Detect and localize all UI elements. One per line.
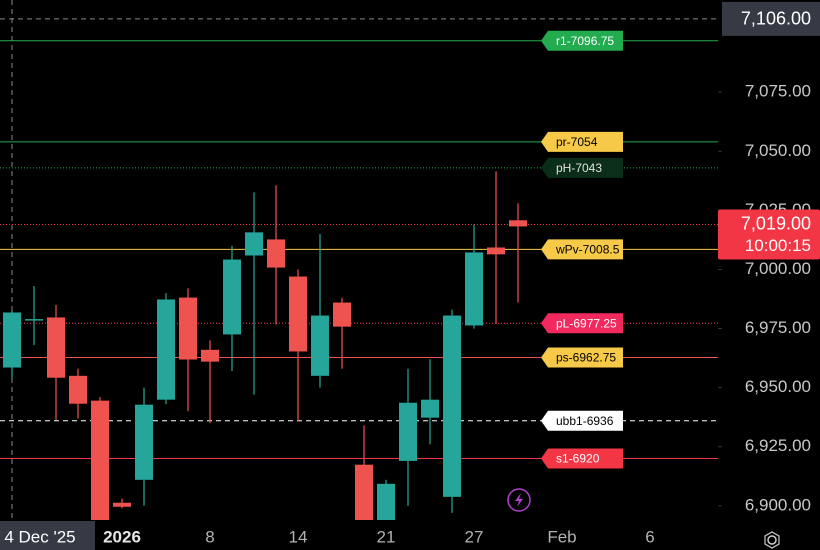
x-tick-label: 8 — [205, 527, 214, 546]
level-tag-label: s1-6920 — [556, 452, 600, 466]
candle-body — [245, 232, 263, 256]
candle-body — [333, 302, 351, 327]
last-price-box — [718, 209, 820, 260]
level-tag-box — [541, 157, 623, 178]
crosshair-price-box — [722, 1, 820, 36]
crosshair-price-label: 7,106.00 — [741, 9, 811, 29]
y-tick-label: 7,050.00 — [745, 141, 811, 160]
level-tag-box — [541, 30, 623, 51]
candle-body — [113, 502, 131, 507]
candle-body — [223, 259, 241, 335]
candle-body — [3, 312, 21, 368]
level-tag: pr-7054 — [541, 131, 623, 152]
level-tag-box — [541, 448, 623, 469]
candle-body — [47, 317, 65, 378]
candle-body — [91, 400, 109, 520]
level-tag: ubb1-6936 — [541, 410, 623, 431]
level-tag-label: pH-7043 — [556, 161, 602, 175]
level-tag-box — [541, 347, 623, 368]
level-tag-box — [541, 410, 623, 431]
lightning-icon[interactable] — [507, 488, 531, 512]
candle-body — [443, 315, 461, 497]
candle-body — [465, 252, 483, 326]
candle-body — [289, 276, 307, 352]
crosshair-date-box — [0, 521, 95, 550]
level-tag: pH-7043 — [541, 157, 623, 178]
level-tag-box — [541, 313, 623, 334]
x-tick-label: 27 — [465, 527, 484, 546]
level-tag-box — [541, 239, 623, 260]
x-tick-label: Feb — [547, 527, 576, 546]
x-tick-label: 2026 — [103, 527, 141, 546]
y-tick-label: 6,975.00 — [745, 318, 811, 337]
y-tick-label: 7,075.00 — [745, 82, 811, 101]
candle-body — [509, 220, 527, 227]
plot-area — [0, 0, 718, 520]
x-tick-label: 6 — [645, 527, 654, 546]
level-tag-label: wPv-7008.5 — [555, 243, 620, 257]
candle-body — [25, 319, 43, 321]
candle-body — [377, 483, 395, 520]
level-tag: ps-6962.75 — [541, 347, 623, 368]
y-tick-label: 6,950.00 — [745, 377, 811, 396]
level-tag-label: ps-6962.75 — [556, 351, 616, 365]
y-tick-label: 6,900.00 — [745, 495, 811, 514]
y-tick-label: 6,925.00 — [745, 436, 811, 455]
candle-body — [157, 299, 175, 400]
last-price-label: 7,019.00 — [741, 213, 811, 233]
x-tick-label: 4 Dec '25 — [4, 527, 75, 546]
candle-body — [201, 349, 219, 362]
candle-body — [135, 404, 153, 480]
x-tick-label: 14 — [289, 527, 308, 546]
candle-body — [355, 464, 373, 520]
candle-body — [421, 399, 439, 418]
countdown-label: 10:00:15 — [745, 236, 811, 255]
settings-icon[interactable] — [764, 531, 780, 549]
level-tag: s1-6920 — [541, 448, 623, 469]
candle-body — [399, 402, 417, 461]
level-tag-label: r1-7096.75 — [556, 34, 614, 48]
candle-body — [69, 375, 87, 404]
candle-body — [487, 247, 505, 255]
level-tag-label: pL-6977.25 — [556, 316, 617, 330]
level-tag: r1-7096.75 — [541, 30, 623, 51]
level-tag: wPv-7008.5 — [541, 239, 623, 260]
level-tag-box — [541, 131, 623, 152]
level-tag-label: pr-7054 — [556, 135, 598, 149]
level-tag: pL-6977.25 — [541, 313, 623, 334]
candle-body — [311, 315, 329, 376]
level-tag-label: ubb1-6936 — [556, 414, 614, 428]
candle-body — [267, 239, 285, 268]
x-tick-label: 21 — [377, 527, 396, 546]
candle-body — [179, 297, 197, 360]
y-tick-label: 7,000.00 — [745, 259, 811, 278]
